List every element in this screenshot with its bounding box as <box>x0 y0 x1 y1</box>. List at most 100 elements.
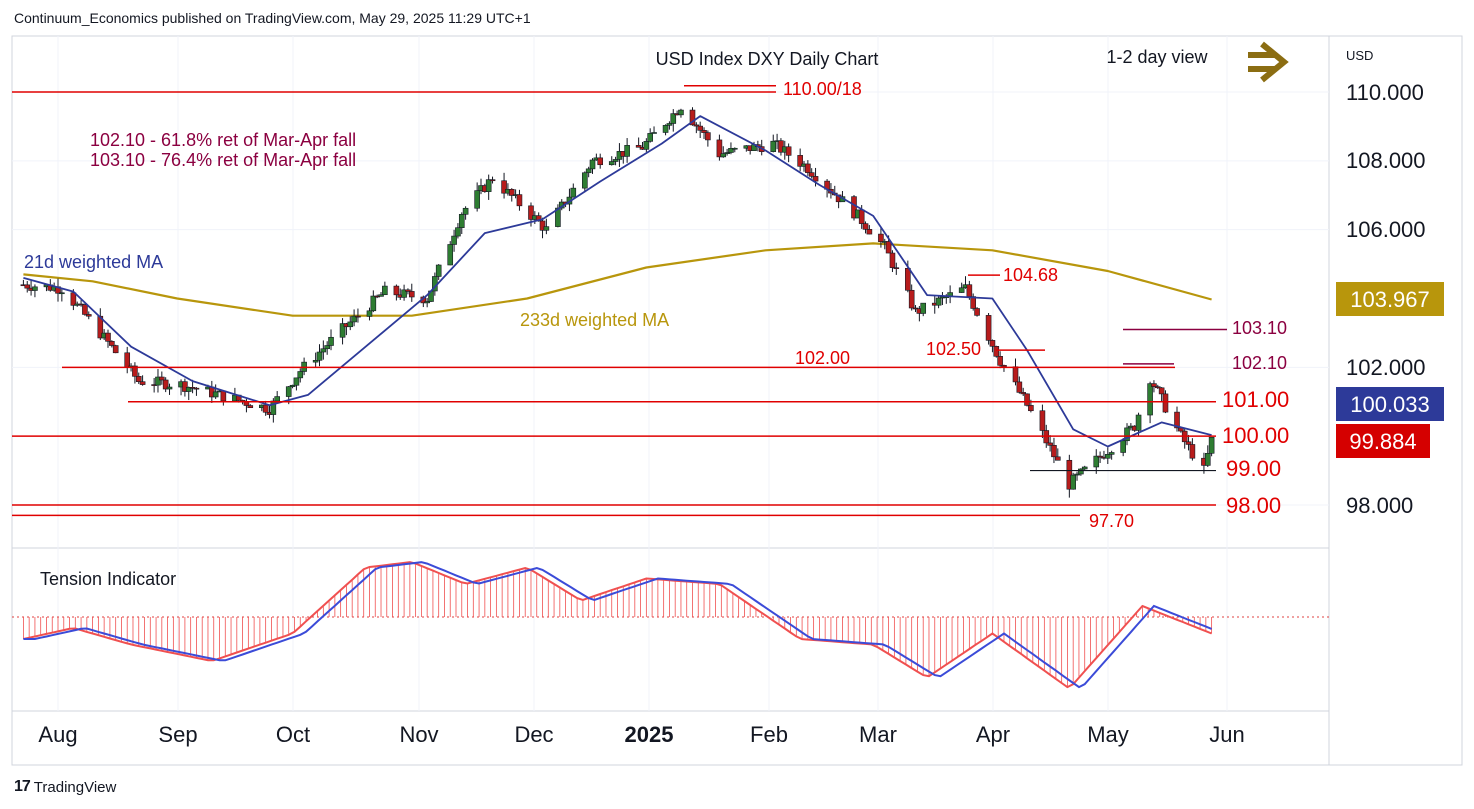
candle-up <box>1135 412 1142 436</box>
candle-up <box>289 384 296 389</box>
candle-body <box>731 147 738 150</box>
candle-down <box>1174 406 1180 432</box>
candle-body <box>82 304 88 315</box>
candle-up <box>212 384 219 399</box>
candle-down <box>1185 434 1192 451</box>
candle-body <box>1051 445 1057 458</box>
candle-body <box>262 404 269 413</box>
candle-body <box>135 376 142 382</box>
x-tick-sep: Sep <box>158 722 197 747</box>
candle-body <box>624 145 630 157</box>
candle-body <box>289 384 296 387</box>
candle-body <box>724 152 730 154</box>
candle-down <box>1158 387 1165 402</box>
x-tick-may: May <box>1087 722 1129 747</box>
candle-body <box>539 220 546 231</box>
candle-body <box>182 381 188 392</box>
candle-body <box>1120 440 1126 453</box>
candle-body <box>997 356 1003 366</box>
candle-down <box>1016 376 1023 394</box>
candle-body <box>678 109 684 116</box>
candle-body <box>124 352 131 369</box>
candle-up <box>316 344 323 367</box>
candle-body <box>1162 393 1169 413</box>
y-tick-108: 108.000 <box>1346 148 1426 173</box>
candle-up <box>543 218 550 235</box>
candle-body <box>1135 414 1142 431</box>
candle-up <box>462 206 469 220</box>
candle-body <box>401 289 407 298</box>
candle-up <box>678 108 684 118</box>
candle-up <box>670 109 677 132</box>
candle-body <box>1151 383 1157 387</box>
candle-up <box>724 148 730 156</box>
candle-body <box>908 289 915 309</box>
candle-up <box>1208 436 1215 457</box>
candle-body <box>405 289 411 292</box>
candle-up <box>324 341 330 355</box>
candle-down <box>516 189 523 211</box>
level-label-103-10: 103.10 <box>1232 318 1287 338</box>
candle-body <box>1024 393 1030 406</box>
candle-body <box>393 285 400 296</box>
view-label: 1-2 day view <box>1106 47 1208 67</box>
candle-down <box>109 340 115 348</box>
candle-body <box>355 315 361 318</box>
candle-body <box>382 285 388 296</box>
candle-body <box>612 159 619 162</box>
candle-body <box>647 133 653 142</box>
candle-down <box>866 225 873 235</box>
candle-body <box>312 360 319 363</box>
tension-indicator-plot <box>22 561 1213 689</box>
y-tick-106: 106.000 <box>1346 217 1426 242</box>
y-tick-102: 102.000 <box>1346 355 1426 380</box>
candle-body <box>166 386 173 390</box>
candle-body <box>905 267 911 291</box>
candle-up <box>1070 472 1076 490</box>
candle-body <box>689 109 696 126</box>
candle-body <box>1047 442 1053 446</box>
candle-body <box>866 229 873 235</box>
candle-body <box>1001 365 1007 368</box>
candle-body <box>347 321 354 328</box>
candle-body <box>1185 441 1192 445</box>
candle-body <box>666 123 673 126</box>
candle-body <box>285 386 292 397</box>
x-tick-oct: Oct <box>276 722 310 747</box>
candle-down <box>105 329 111 348</box>
candle-up <box>651 126 657 134</box>
candle-body <box>1189 444 1196 459</box>
candle-body <box>1078 468 1084 475</box>
candle-body <box>447 244 454 266</box>
candle-up <box>435 264 442 280</box>
chart-title: USD Index DXY Daily Chart <box>656 49 879 69</box>
candle-body <box>1124 427 1130 442</box>
candle-up <box>935 296 942 309</box>
level-label-102-50: 102.50 <box>926 339 981 359</box>
candle-body <box>693 124 700 127</box>
candle-body <box>851 196 857 219</box>
candle-body <box>508 188 515 196</box>
candle-up <box>351 309 357 327</box>
candle-down <box>408 283 415 302</box>
candle-down <box>159 371 165 385</box>
candle-body <box>366 310 373 317</box>
tradingview-logo[interactable]: 17 TradingView <box>14 778 116 796</box>
ma21-line <box>23 115 1212 448</box>
y-tick-110: 110.000 <box>1346 80 1424 105</box>
candle-up <box>366 307 373 321</box>
candle-body <box>155 376 161 386</box>
right-arrow-icon <box>1248 41 1289 83</box>
candle-body <box>589 159 596 170</box>
candle-body <box>139 381 146 385</box>
candle-down <box>405 288 411 295</box>
candle-body <box>189 387 196 389</box>
candle-down <box>1097 451 1103 463</box>
candle-body <box>109 341 115 346</box>
candle-up <box>1108 450 1115 460</box>
candle-body <box>1174 411 1180 429</box>
ma21-label: 21d weighted MA <box>24 252 163 272</box>
candle-body <box>516 194 523 207</box>
level-label-98: 98.00 <box>1226 493 1281 518</box>
candle-body <box>247 405 254 409</box>
